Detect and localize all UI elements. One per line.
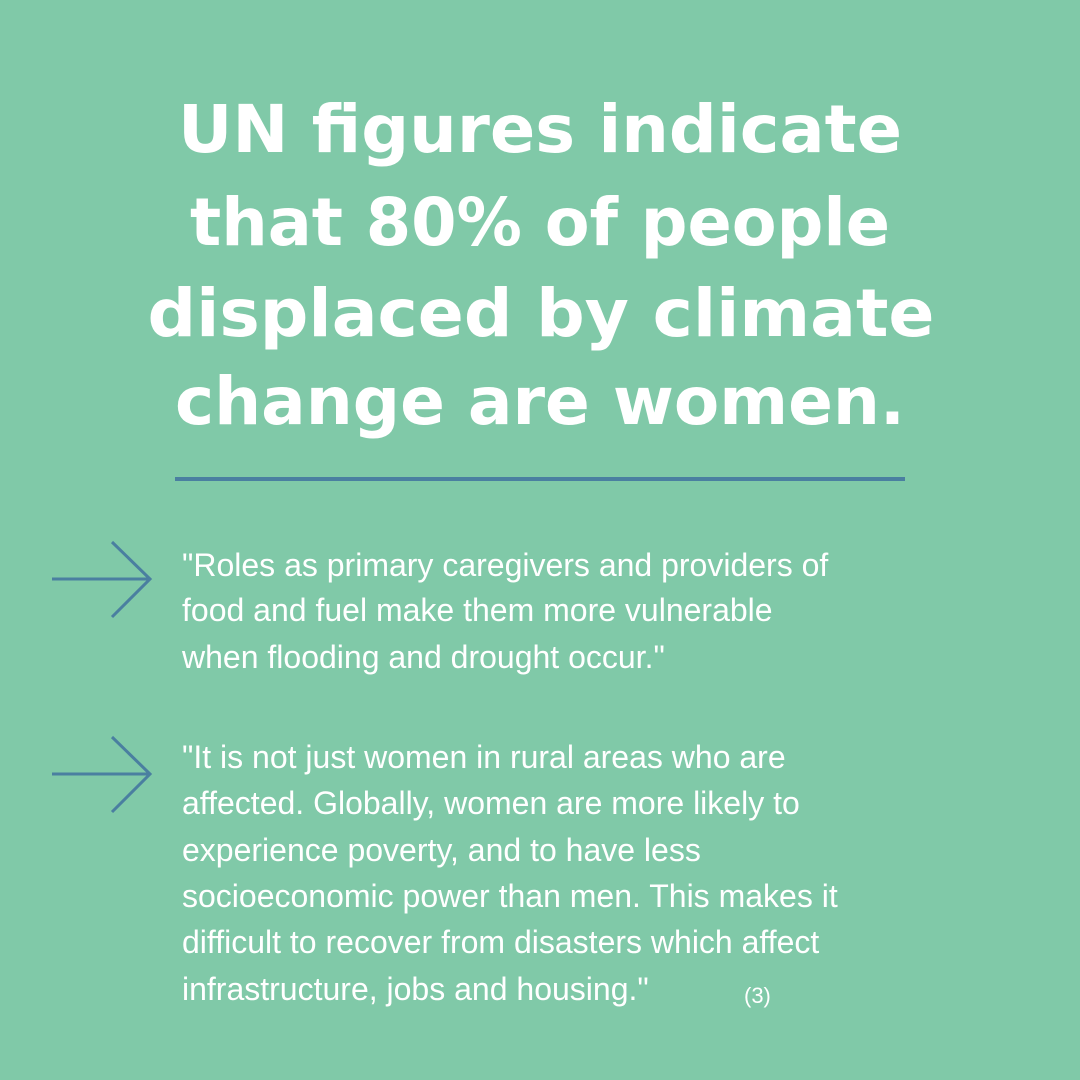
arrow — [52, 735, 153, 814]
quote-line: socioeconomic power than men. This makes… — [182, 878, 838, 914]
headline-line: that 80% of people — [190, 184, 890, 261]
headline-line: change are women. — [175, 363, 905, 440]
headline-line: UN figures indicate — [178, 91, 902, 168]
citation: (3) — [744, 983, 771, 1008]
quote-line: "Roles as primary caregivers and provide… — [182, 547, 828, 583]
quote-line: when flooding and drought occur." — [181, 639, 665, 675]
quote-line: infrastructure, jobs and housing." — [182, 971, 649, 1007]
arrow — [52, 540, 153, 619]
quote-line: "It is not just women in rural areas who… — [182, 739, 786, 775]
headline-line: displaced by climate — [148, 275, 935, 352]
quote-line: difficult to recover from disasters whic… — [182, 924, 819, 960]
quote-line: food and fuel make them more vulnerable — [182, 592, 773, 628]
quote-line: experience poverty, and to have less — [182, 832, 701, 868]
quote-line: affected. Globally, women are more likel… — [182, 785, 800, 821]
